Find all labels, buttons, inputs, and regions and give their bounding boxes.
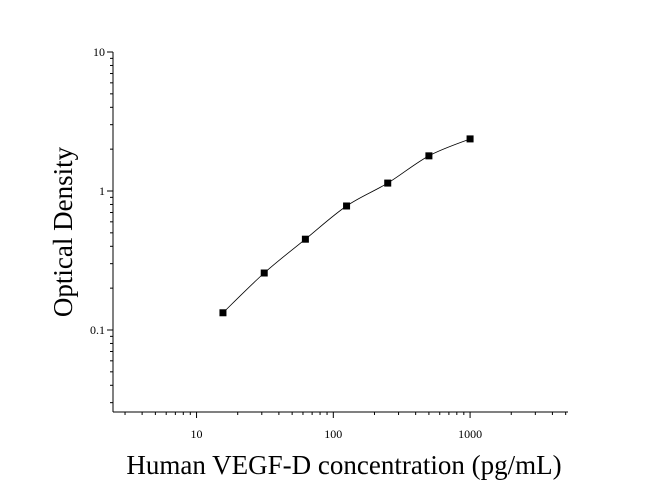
point (466, 135, 474, 143)
y-tick-label: 10 (93, 45, 105, 59)
point (343, 202, 351, 210)
x-tick-label: 1000 (458, 427, 482, 441)
fit-curve (222, 138, 471, 314)
y-tick-label: 1 (99, 184, 105, 198)
y-axis-label: Optical Density (48, 146, 78, 317)
point (425, 152, 433, 160)
point (301, 235, 309, 243)
point (260, 269, 268, 277)
point (219, 309, 227, 317)
point (384, 179, 392, 187)
x-tick-label: 10 (191, 427, 203, 441)
x-tick-label: 100 (324, 427, 342, 441)
y-tick-label: 0.1 (90, 323, 105, 337)
x-axis-label: Human VEGF-D concentration (pg/mL) (126, 450, 561, 480)
